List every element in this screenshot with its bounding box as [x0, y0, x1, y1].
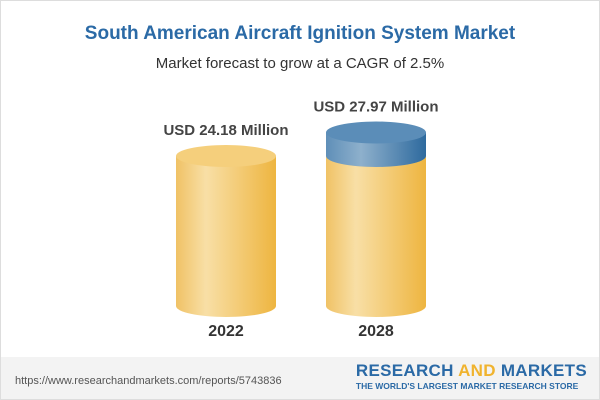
logo-tagline: THE WORLD'S LARGEST MARKET RESEARCH STOR…: [355, 381, 579, 391]
bar-2022-body: [176, 156, 276, 317]
category-label: 2028: [358, 323, 394, 340]
bar-2028-growth-top: [326, 121, 426, 144]
data-label: USD 27.97 Million: [313, 98, 438, 115]
bar-2022-top: [176, 145, 276, 167]
research-and-markets-logo: RESEARCH AND MARKETS THE WORLD'S LARGEST…: [356, 361, 587, 391]
logo-text-markets: MARKETS: [495, 361, 587, 380]
data-label: USD 24.18 Million: [163, 122, 288, 139]
chart-area: USD 24.18 Million 2022 USD 27.97 Million 20…: [163, 98, 438, 340]
footer: https://www.researchandmarkets.com/repor…: [1, 357, 599, 399]
chart-subtitle: Market forecast to grow at a CAGR of 2.5…: [155, 55, 445, 72]
logo-text: RESEARCH: [355, 361, 459, 380]
chart-title: South American Aircraft Ignition System …: [84, 23, 516, 44]
source-url[interactable]: https://www.researchandmarkets.com/repor…: [15, 375, 282, 387]
logo-text-and: AND: [458, 361, 496, 380]
bar-2028-base-body: [326, 156, 426, 317]
category-label: 2022: [208, 323, 244, 340]
